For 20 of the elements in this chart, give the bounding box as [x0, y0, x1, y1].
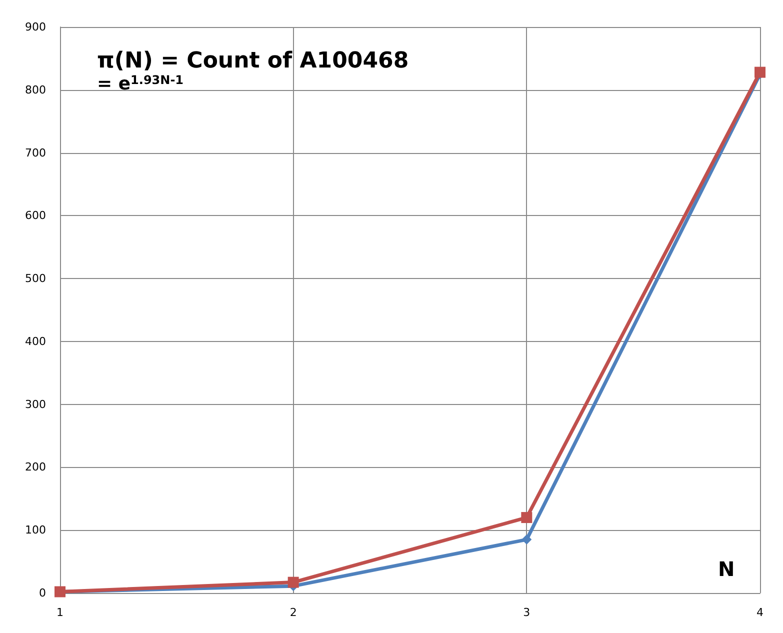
- x-axis-title: N: [718, 557, 735, 581]
- y-tick-label: 200: [25, 460, 46, 474]
- point: [522, 534, 532, 545]
- point: [754, 66, 766, 78]
- x-tick-label: 2: [290, 606, 297, 619]
- y-tick-label: 900: [25, 20, 46, 34]
- text: π(N) = Count of A100468: [97, 48, 409, 74]
- y-tick-label: 400: [25, 334, 46, 348]
- x-tick-label: 4: [756, 606, 764, 619]
- x-tick-label: 3: [523, 606, 530, 619]
- y-tick-label: 300: [25, 398, 46, 411]
- y-tick-label: 500: [25, 272, 46, 286]
- point: [521, 512, 532, 524]
- y-tick-label: 0: [39, 586, 46, 600]
- point: [288, 576, 299, 588]
- x-tick-label: 1: [56, 606, 64, 619]
- y-tick-label: 600: [25, 209, 46, 222]
- y-tick-label: 100: [25, 524, 46, 537]
- y-tick-label: 800: [25, 83, 46, 96]
- y-tick-label: 700: [25, 146, 46, 160]
